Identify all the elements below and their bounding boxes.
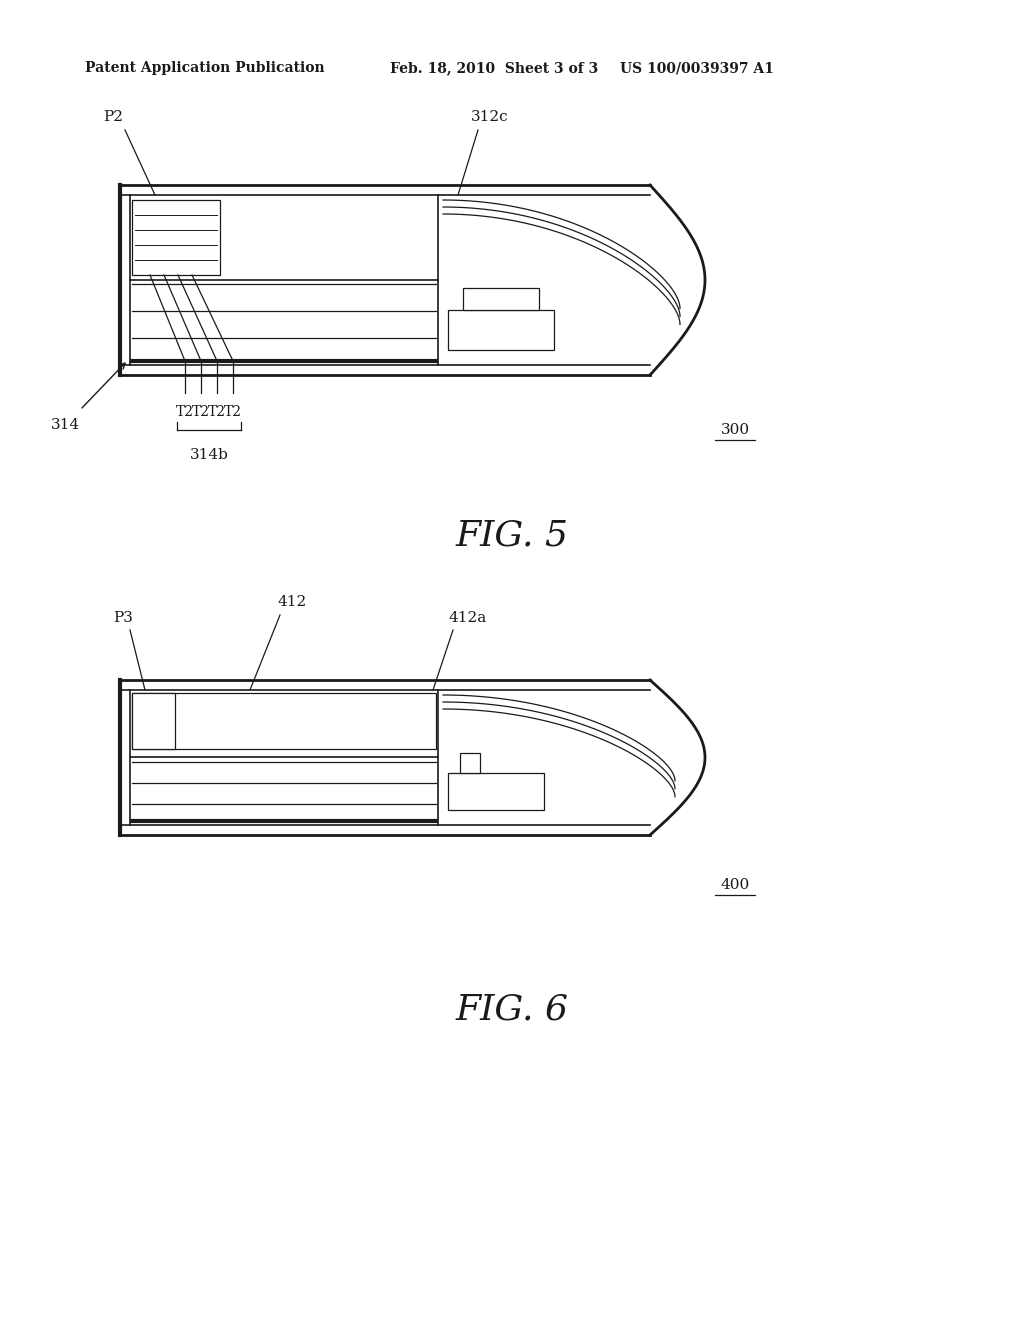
Text: FIG. 5: FIG. 5	[456, 517, 568, 552]
Bar	[132, 693, 436, 748]
Text: FIG. 6: FIG. 6	[456, 993, 568, 1027]
Bar	[449, 774, 544, 810]
Bar	[463, 288, 539, 310]
Text: P2: P2	[103, 110, 123, 124]
Text: 300: 300	[721, 422, 750, 437]
Text: T2: T2	[208, 405, 226, 418]
Bar	[460, 752, 480, 774]
Bar	[132, 693, 175, 748]
Text: 400: 400	[720, 878, 750, 892]
Text: T2: T2	[224, 405, 242, 418]
Bar	[132, 201, 220, 275]
Text: 314: 314	[50, 418, 80, 432]
Bar	[449, 310, 554, 350]
Text: 412: 412	[278, 595, 306, 609]
Text: T2: T2	[176, 405, 194, 418]
Text: 312c: 312c	[471, 110, 509, 124]
Text: 314b: 314b	[189, 447, 228, 462]
Text: 412a: 412a	[449, 611, 487, 624]
Text: US 100/0039397 A1: US 100/0039397 A1	[620, 61, 774, 75]
Text: Patent Application Publication: Patent Application Publication	[85, 61, 325, 75]
Text: Feb. 18, 2010  Sheet 3 of 3: Feb. 18, 2010 Sheet 3 of 3	[390, 61, 598, 75]
Text: P3: P3	[113, 611, 133, 624]
Text: T2: T2	[193, 405, 210, 418]
